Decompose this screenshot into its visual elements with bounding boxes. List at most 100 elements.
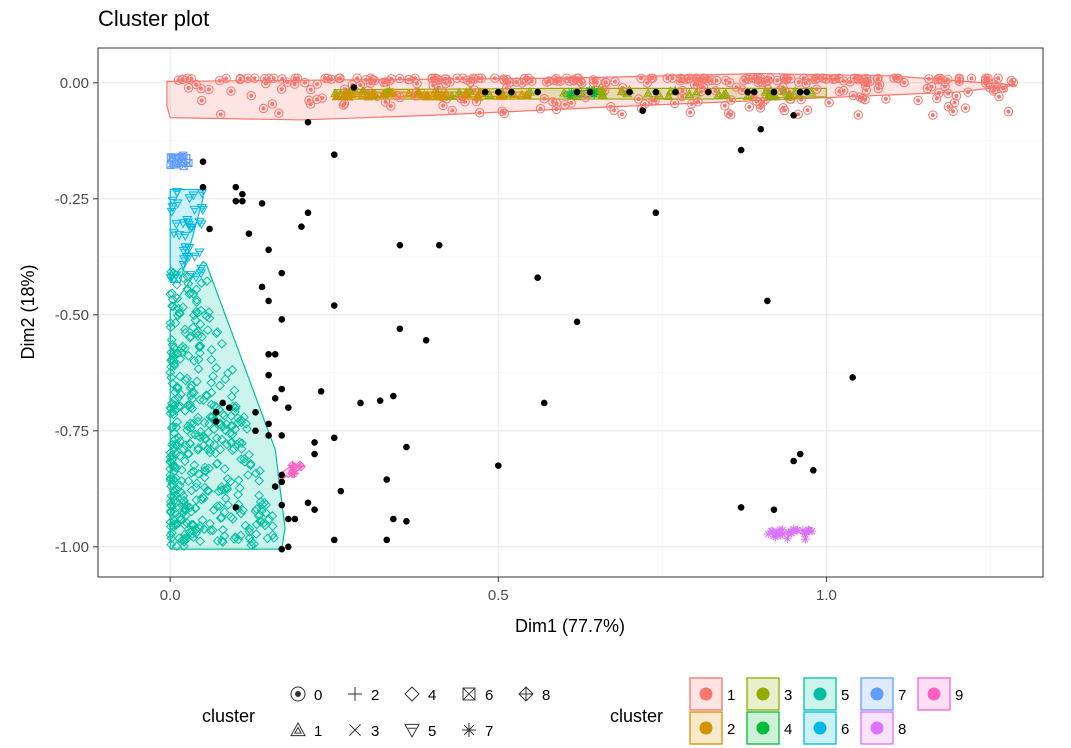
cluster-point [236, 454, 247, 465]
noise-point [330, 536, 338, 544]
cluster-point [167, 527, 177, 538]
cluster-point [943, 74, 953, 85]
cluster-point [438, 100, 448, 111]
noise-point [652, 88, 660, 96]
cluster-point [220, 374, 231, 385]
cluster-point [235, 530, 246, 541]
cluster-point [240, 457, 250, 467]
cluster-point [204, 518, 215, 529]
cluster-point [171, 541, 182, 551]
cluster-point [172, 293, 183, 304]
cluster-point [199, 472, 210, 483]
cluster-point [250, 468, 261, 479]
cluster-point [454, 87, 465, 97]
cluster-point [166, 361, 177, 372]
cluster-point [173, 303, 184, 314]
noise-point [278, 545, 286, 553]
noise-point [350, 84, 358, 91]
cluster-point [875, 79, 885, 90]
cluster-point [198, 440, 209, 451]
cluster-point [189, 355, 200, 366]
cluster-point [167, 378, 178, 389]
cluster-point [684, 88, 695, 99]
cluster-point [521, 89, 532, 99]
noise-point [796, 88, 804, 96]
cluster-point [194, 248, 205, 258]
cluster-point [334, 73, 344, 84]
legend-color-label: 9 [955, 687, 963, 704]
legend-shape-label: 5 [428, 723, 436, 740]
legend-shape-label: 8 [542, 687, 550, 704]
cluster-point [192, 376, 202, 387]
noise-point [357, 399, 364, 407]
cluster-point [209, 424, 220, 434]
legend-color-item: 1 [689, 677, 735, 711]
cluster-point [195, 432, 205, 443]
cluster-point [245, 460, 256, 471]
cluster-point [212, 536, 223, 546]
cluster-point [633, 94, 644, 104]
cluster-point [524, 86, 536, 96]
legend-color-key [917, 677, 951, 711]
cluster-point [221, 73, 231, 84]
cluster-point [189, 205, 200, 215]
cluster-point [244, 526, 255, 537]
cluster-point [221, 483, 232, 493]
cluster-point [216, 482, 227, 492]
cluster-point [412, 88, 423, 98]
noise-point [278, 501, 286, 509]
cluster-point [677, 91, 687, 102]
cluster-point [684, 73, 695, 83]
noise-point [481, 88, 489, 96]
cluster-point [184, 244, 195, 254]
cluster-point [361, 75, 371, 85]
cluster-point [427, 74, 437, 84]
cluster-point [183, 476, 194, 487]
legend-color-item: 6 [803, 711, 849, 745]
cluster-point [274, 108, 284, 118]
y-axis-label: Dim2 (18%) [18, 264, 38, 359]
cluster-point [179, 533, 190, 544]
cluster-point [174, 480, 185, 491]
cluster-point [343, 91, 354, 101]
cluster-point [193, 364, 204, 374]
noise-point [586, 88, 594, 96]
cluster-point [516, 89, 527, 99]
noise-point [330, 151, 338, 159]
cluster-point [742, 90, 753, 100]
noise-point [376, 397, 384, 404]
cluster-point [568, 75, 579, 85]
cluster-point [194, 342, 205, 353]
legend-color-item: 7 [860, 677, 906, 711]
cluster-point [168, 461, 179, 472]
cluster-point [685, 107, 695, 118]
cluster-point [189, 460, 200, 470]
legend-shape-title: cluster [202, 706, 255, 726]
cluster-point [838, 86, 849, 96]
cluster-point [197, 515, 208, 526]
cluster-point [691, 87, 702, 97]
cluster-2-points [331, 87, 532, 101]
noise-point [750, 88, 758, 96]
cluster-point [230, 532, 241, 543]
cluster-point [197, 492, 208, 503]
legend-color-item: 4 [746, 711, 792, 745]
cluster-point [170, 387, 181, 397]
legend-shape-label: 4 [428, 687, 436, 704]
cluster-point [196, 220, 207, 230]
cluster-point [954, 73, 964, 83]
cluster-point [277, 74, 287, 84]
cluster-point [412, 78, 422, 89]
cluster-point [189, 252, 200, 262]
cluster-point [204, 313, 215, 324]
cluster-point [203, 485, 214, 496]
cluster-point [766, 526, 776, 536]
noise-point [278, 471, 286, 479]
cluster-point [176, 487, 187, 498]
noise-point [212, 418, 220, 425]
cluster-point [182, 421, 193, 432]
cluster-point [994, 91, 1004, 102]
cluster-point [203, 307, 214, 318]
cluster-point [922, 83, 933, 94]
noise-point [672, 88, 679, 96]
